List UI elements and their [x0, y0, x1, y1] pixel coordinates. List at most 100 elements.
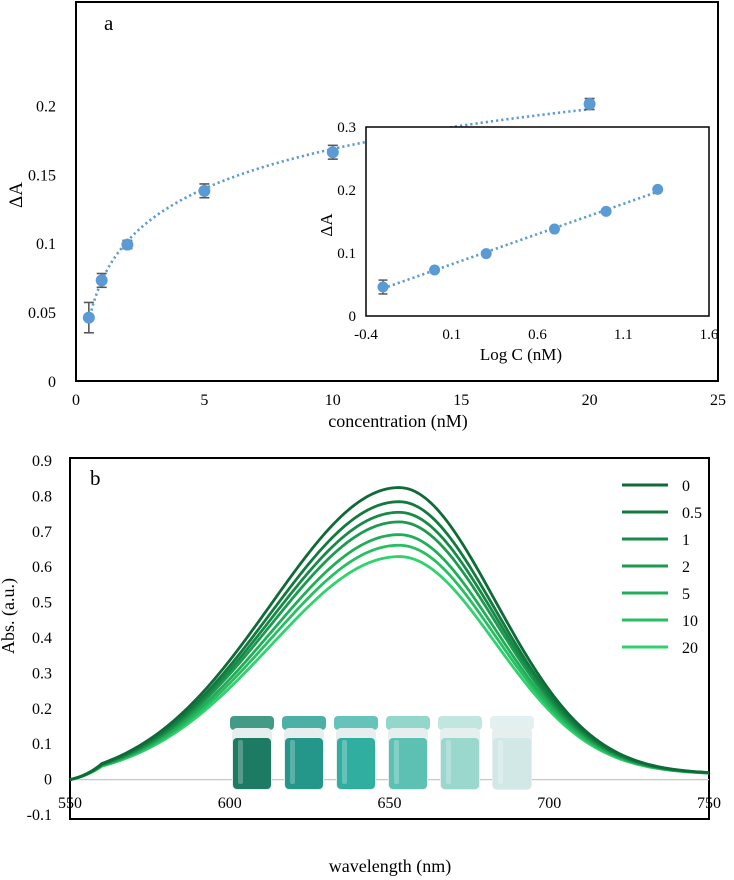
panel-b-y-tick-label: 0.3	[32, 665, 52, 682]
inset-marker	[652, 183, 664, 195]
panel-a-marker	[82, 311, 95, 324]
legend-label: 10	[682, 613, 698, 630]
panel-b-legend: 0 0.5 1 2 5 10 20	[622, 478, 702, 657]
inset-y-tick-label: 0.1	[337, 246, 356, 262]
vial	[230, 716, 274, 790]
panel-a-x-ticks: 0 5 10 15 20 25	[72, 392, 726, 409]
panel-b: b -0.1 0 0.1 0.2 0.3 0.4 0.5 0.6 0.7 0.8 0.9 550 60…	[0, 453, 721, 877]
inset-data-point	[377, 279, 389, 295]
panel-a-y-tick-label: 0.2	[36, 98, 56, 115]
inset-marker	[377, 281, 389, 293]
panel-a-data-point	[326, 144, 339, 160]
panel-a-label: a	[104, 11, 114, 35]
legend-item: 1	[622, 532, 690, 549]
legend-label: 5	[682, 586, 690, 603]
panel-a-y-tick-label: 0.1	[36, 236, 56, 253]
legend-item: 5	[622, 586, 690, 603]
panel-a-frame	[75, 1, 719, 382]
panel-b-y-tick-label: 0.9	[32, 453, 52, 470]
panel-a-x-tick-label: 5	[200, 392, 208, 409]
panel-b-x-tick-label: 650	[378, 795, 402, 812]
vial-liquid	[285, 738, 323, 789]
inset-x-ticks: -0.4 0.1 0.6 1.1 1.6	[354, 327, 719, 343]
panel-b-y-tick-label: 0.5	[32, 595, 52, 612]
vial-cap	[282, 716, 326, 730]
panel-b-y-tick-label: 0	[44, 772, 52, 789]
legend-item: 0	[622, 478, 690, 495]
panel-b-x-tick-label: 600	[218, 795, 242, 812]
inset-marker	[429, 264, 441, 276]
panel-b-frame	[69, 457, 710, 820]
legend-label: 2	[682, 559, 690, 576]
vial-liquid	[389, 738, 427, 789]
inset-marker	[480, 248, 492, 260]
panel-b-x-axis-label: wavelength (nm)	[329, 856, 451, 877]
panel-b-y-tick-label: 0.8	[32, 488, 52, 505]
inset-data-point	[548, 223, 560, 235]
inset-y-tick-label: 0	[349, 309, 357, 325]
vial-liquid	[337, 738, 375, 789]
inset-y-ticks: 0 0.1 0.2 0.3	[337, 120, 356, 325]
panel-b-y-tick-label: 0.2	[32, 701, 52, 718]
inset-data-point	[480, 248, 492, 260]
inset-x-axis-label: Log C (nM)	[480, 345, 562, 364]
inset-data-point	[652, 183, 664, 195]
legend-label: 0.5	[682, 505, 702, 522]
vial-highlight	[290, 740, 295, 784]
panel-a-data-point	[583, 97, 596, 111]
vial-photo	[230, 716, 534, 790]
vial-cap	[334, 716, 378, 730]
panel-b-spectra	[69, 486, 710, 781]
vial-cap	[490, 716, 534, 730]
panel-a-data-point	[95, 272, 108, 289]
legend-label: 1	[682, 532, 690, 549]
inset-linear-fit-line	[382, 190, 659, 290]
inset-x-tick-label: 0.1	[442, 327, 461, 343]
inset-data-points	[377, 183, 664, 295]
legend-label: 20	[682, 640, 698, 657]
vial	[438, 716, 482, 790]
inset-y-axis-label: ΔA	[317, 213, 336, 237]
inset-x-tick-label: -0.4	[354, 327, 378, 343]
inset-x-tick-label: 1.1	[614, 327, 633, 343]
panel-b-y-tick-label: 0.6	[32, 559, 52, 576]
vial-liquid	[493, 738, 531, 789]
vial-liquid	[441, 738, 479, 789]
panel-a-y-tick-label: 0.05	[28, 305, 56, 322]
vial-cap	[386, 716, 430, 730]
panel-a: a 0 0.05 0.1 0.15 0.2 0 5 10 15 20 25 concentrati…	[6, 1, 726, 432]
inset-data-point	[600, 205, 612, 217]
panel-b-y-tick-label: 0.4	[32, 630, 52, 647]
panel-b-x-tick-label: 750	[697, 795, 721, 812]
panel-b-y-tick-label: 0.7	[32, 524, 52, 541]
panel-b-y-axis-label: Abs. (a.u.)	[0, 578, 19, 654]
inset-x-tick-label: 1.6	[700, 327, 719, 343]
panel-b-y-tick-label: 0.1	[32, 736, 52, 753]
panel-a-marker	[121, 238, 134, 251]
inset-marker	[548, 223, 560, 235]
legend-item: 0.5	[622, 505, 702, 522]
vial-highlight	[498, 740, 503, 784]
panel-a-data-points	[82, 97, 596, 334]
panel-b-y-tick-label: -0.1	[27, 807, 52, 824]
vial-highlight	[238, 740, 243, 784]
inset-frame	[365, 126, 710, 317]
panel-a-x-tick-label: 10	[325, 392, 341, 409]
vial	[334, 716, 378, 790]
panel-b-x-ticks: 550 600 650 700 750	[58, 795, 721, 812]
inset-x-tick-label: 0.6	[528, 327, 547, 343]
panel-a-data-point	[198, 183, 211, 199]
vial-highlight	[342, 740, 347, 784]
panel-a-marker	[326, 146, 339, 159]
panel-a-x-tick-label: 15	[453, 392, 469, 409]
panel-a-marker	[95, 274, 108, 287]
vial-cap	[438, 716, 482, 730]
panel-a-data-point	[82, 301, 95, 334]
panel-b-x-tick-label: 700	[537, 795, 561, 812]
panel-a-y-tick-label: 0	[48, 374, 56, 391]
panel-a-marker	[583, 98, 596, 111]
panel-a-x-tick-label: 0	[72, 392, 80, 409]
panel-a-y-tick-label: 0.15	[28, 167, 56, 184]
inset-chart: 0 0.1 0.2 0.3 -0.4 0.1 0.6 1.1 1.6 Log C (nM) Δ…	[317, 120, 719, 364]
